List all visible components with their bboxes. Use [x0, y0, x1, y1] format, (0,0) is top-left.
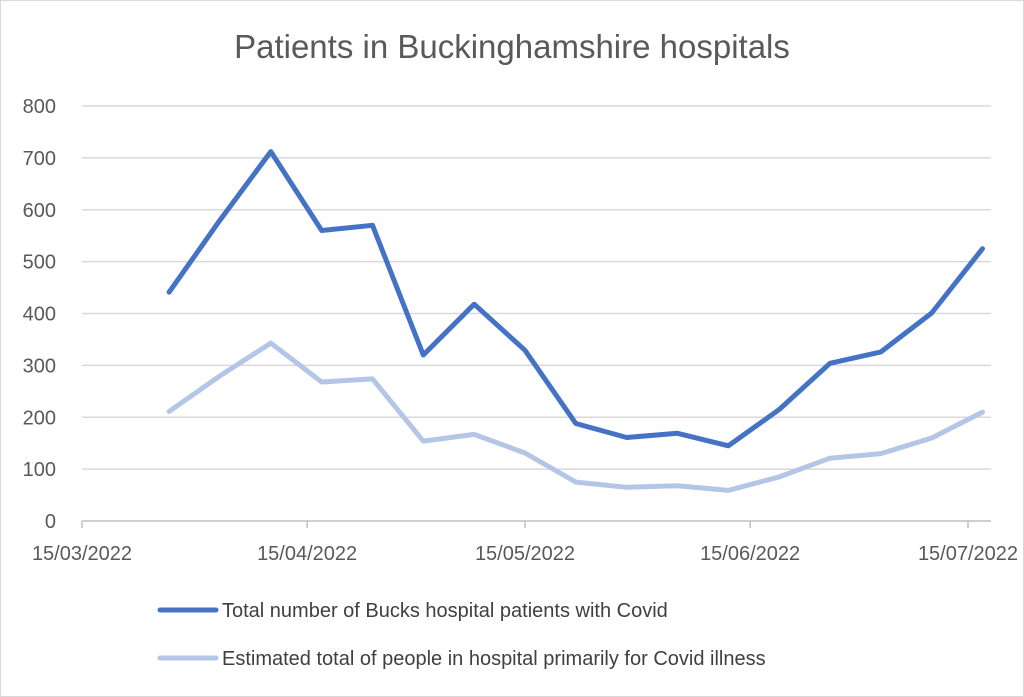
y-tick-label: 300: [23, 355, 56, 377]
x-tick-label: 15/06/2022: [700, 543, 800, 565]
x-tick-label: 15/03/2022: [32, 543, 132, 565]
y-tick-label: 400: [23, 304, 56, 326]
y-tick-label: 500: [23, 252, 56, 274]
series-lines: [166, 149, 985, 493]
gridlines: [82, 105, 991, 470]
legend: Total number of Bucks hospital patients …: [157, 600, 766, 670]
chart-title: Patients in Buckinghamshire hospitals: [234, 28, 790, 65]
y-tick-label: 600: [23, 200, 56, 222]
legend-label-1: Total number of Bucks hospital patients …: [222, 600, 668, 622]
y-tick-label: 0: [45, 511, 56, 533]
series-line-2: [166, 340, 985, 493]
y-axis-tick-labels: 0 100 200 300 400 500 600 700 800: [23, 96, 56, 533]
y-tick-label: 100: [23, 459, 56, 481]
series-line-1: [166, 149, 985, 449]
y-tick-label: 800: [23, 96, 56, 118]
y-tick-label: 700: [23, 148, 56, 170]
x-tick-label: 15/07/2022: [918, 543, 1018, 565]
x-tick-label: 15/04/2022: [257, 543, 357, 565]
x-tick-label: 15/05/2022: [475, 543, 575, 565]
x-axis: 15/03/2022 15/04/2022 15/05/2022 15/06/2022…: [32, 520, 1018, 565]
y-tick-label: 200: [23, 407, 56, 429]
legend-label-2: Estimated total of people in hospital pr…: [222, 648, 766, 670]
